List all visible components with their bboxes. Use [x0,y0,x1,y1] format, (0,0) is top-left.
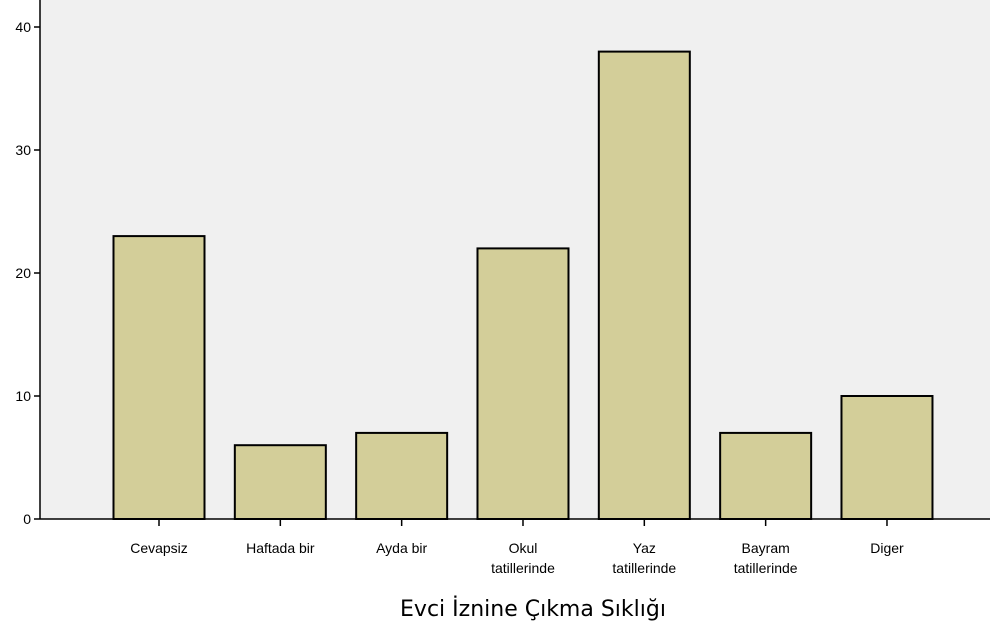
bar [719,431,813,520]
x-tick-label: Diger [870,540,904,556]
bar [112,235,206,520]
bar [476,247,570,520]
x-tick-label: Cevapsiz [130,540,188,556]
x-tick-label: tatillerinde [734,560,798,576]
x-tick-label: Okul [509,540,538,556]
bar [597,50,691,520]
x-axis: Cevapsiz Haftada bir Ayda bir Okul tatilleri… [40,518,990,576]
x-tick-label: tatillerinde [612,560,676,576]
bar [840,395,934,520]
x-axis-title: Evci İznine Çıkma Sıklığı [400,596,666,622]
x-tick-label: Yaz [633,540,656,556]
x-tick-label: Bayram [742,540,790,556]
bar [355,431,449,520]
y-tick-label: 30 [15,142,31,158]
y-axis: 0 10 20 30 40 [15,0,41,527]
y-tick-label: 10 [15,388,31,404]
y-tick-label: 40 [15,19,31,35]
bar [233,444,327,521]
x-tick-label: Haftada bir [246,540,315,556]
y-tick-label: 0 [23,511,31,527]
y-tick-label: 20 [15,265,31,281]
x-tick-label: Ayda bir [376,540,427,556]
bars [112,50,934,521]
x-tick-label: tatillerinde [491,560,555,576]
